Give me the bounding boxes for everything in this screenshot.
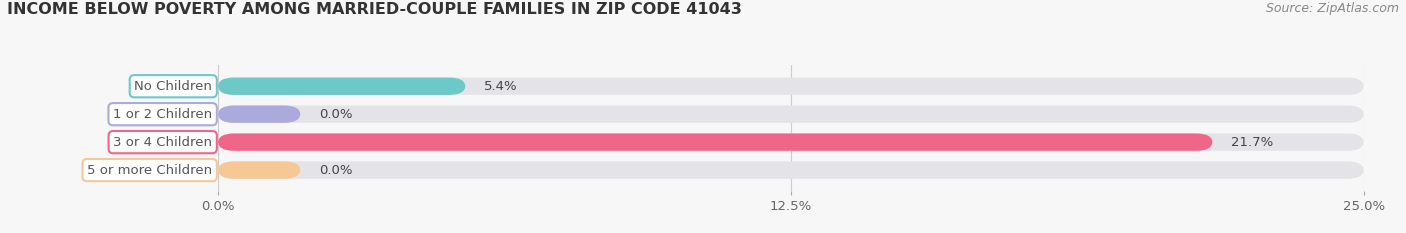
FancyBboxPatch shape bbox=[218, 161, 301, 179]
Text: 0.0%: 0.0% bbox=[319, 108, 353, 121]
FancyBboxPatch shape bbox=[218, 161, 1364, 179]
Text: Source: ZipAtlas.com: Source: ZipAtlas.com bbox=[1265, 2, 1399, 15]
FancyBboxPatch shape bbox=[218, 106, 301, 123]
Text: 3 or 4 Children: 3 or 4 Children bbox=[114, 136, 212, 149]
FancyBboxPatch shape bbox=[218, 78, 1364, 95]
Text: No Children: No Children bbox=[135, 80, 212, 93]
Text: 1 or 2 Children: 1 or 2 Children bbox=[112, 108, 212, 121]
FancyBboxPatch shape bbox=[218, 134, 1212, 151]
FancyBboxPatch shape bbox=[218, 134, 1364, 151]
FancyBboxPatch shape bbox=[218, 106, 1364, 123]
Text: INCOME BELOW POVERTY AMONG MARRIED-COUPLE FAMILIES IN ZIP CODE 41043: INCOME BELOW POVERTY AMONG MARRIED-COUPL… bbox=[7, 2, 742, 17]
Text: 5 or more Children: 5 or more Children bbox=[87, 164, 212, 177]
Text: 0.0%: 0.0% bbox=[319, 164, 353, 177]
Text: 5.4%: 5.4% bbox=[484, 80, 517, 93]
FancyBboxPatch shape bbox=[218, 78, 465, 95]
Text: 21.7%: 21.7% bbox=[1230, 136, 1274, 149]
